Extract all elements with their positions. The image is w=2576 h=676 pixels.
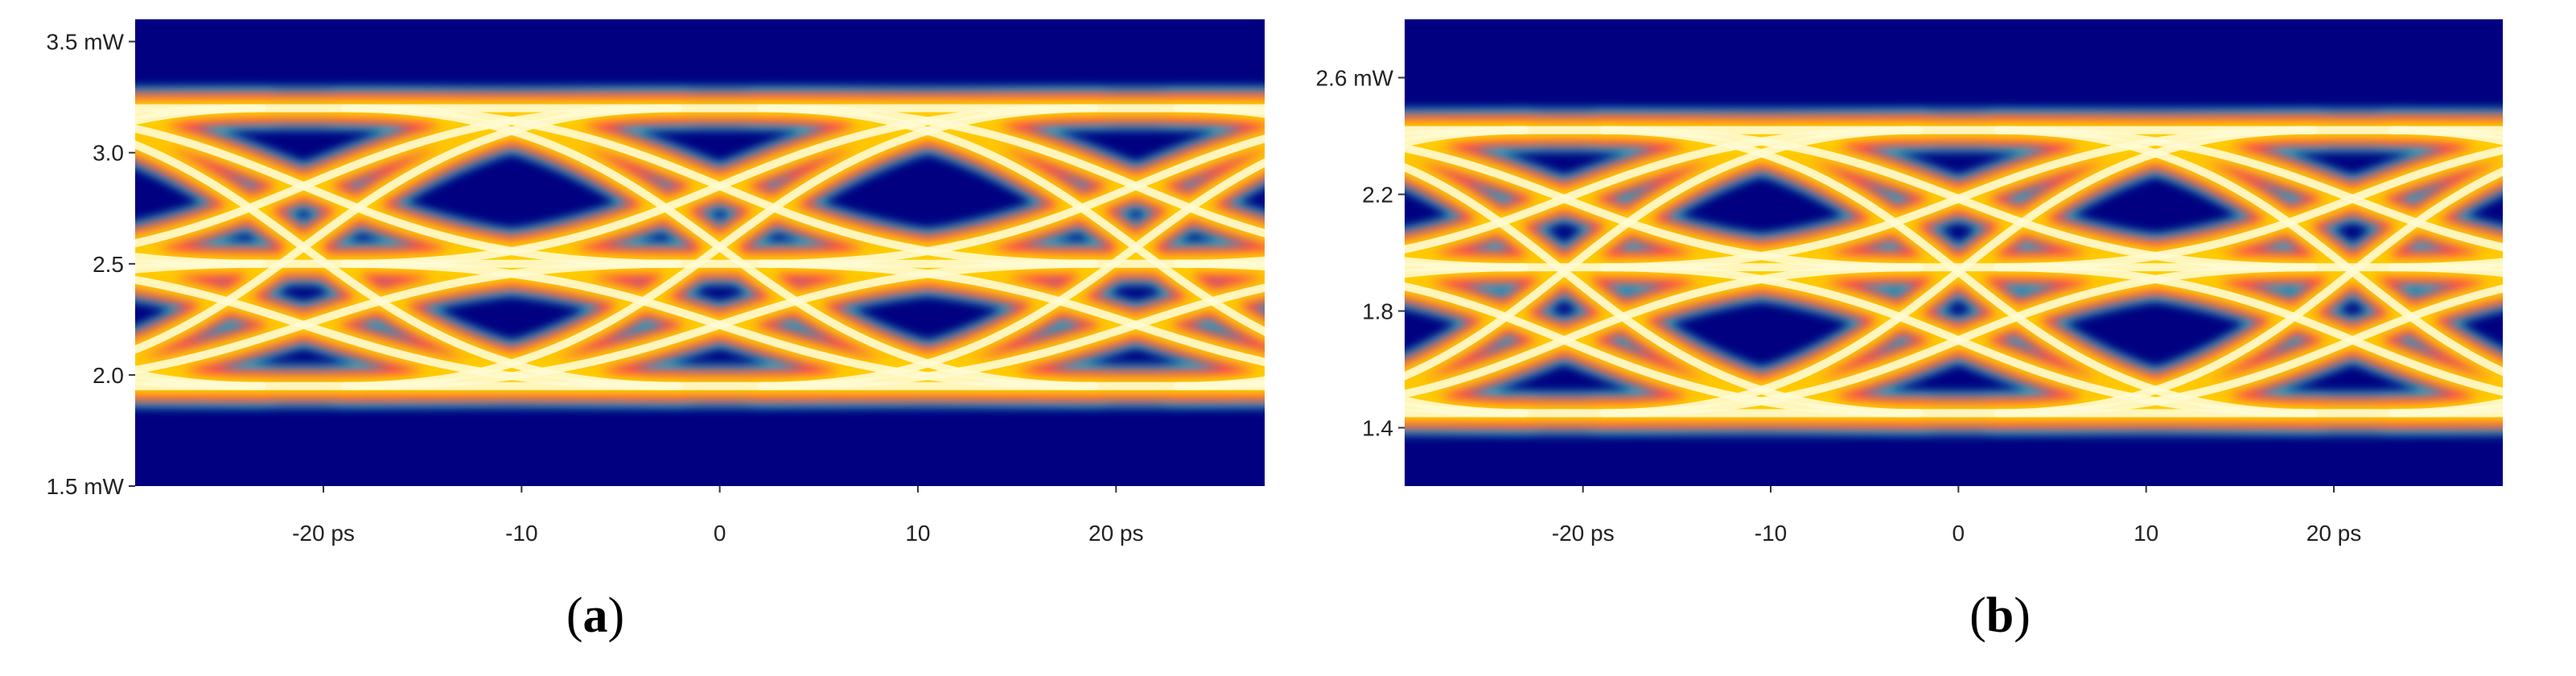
transition-trace [135, 124, 682, 268]
y-tick-label: 3.5 mW [47, 30, 125, 55]
eye-traces [135, 86, 1265, 408]
panel-a-caption: (a) [566, 588, 625, 643]
y-tick-label: 1.8 [1362, 299, 1393, 324]
transition-trace [757, 104, 1265, 336]
x-tick-label: 0 [714, 521, 726, 546]
transition-trace [1405, 282, 1924, 418]
transition-trace [1994, 126, 2503, 252]
trace-layer-3 [135, 104, 1265, 390]
transition-trace [757, 104, 1265, 237]
x-tick-label: 20 ps [2306, 521, 2362, 546]
transition-trace [1994, 126, 2503, 377]
y-tick-label: 2.2 [1362, 183, 1393, 208]
y-tick-label: 1.5 mW [47, 474, 125, 499]
panel-b-caption: (b) [1969, 588, 2031, 643]
trace-layer-3 [1405, 126, 2503, 418]
x-tick-label: -10 [505, 521, 537, 546]
y-tick-label: 3.0 [93, 141, 124, 166]
transition-trace [757, 259, 1265, 366]
y-tick-label: 2.0 [93, 363, 124, 388]
eye-diagram-panel-a: 3.5 mW 3.0 2.5 2.0 1.5 mW -20 ps -10 0 10 20 ps (… [47, 19, 1265, 643]
transition-trace [135, 275, 682, 390]
x-tick-label: -20 ps [1552, 521, 1615, 546]
transition-trace [1599, 126, 2318, 272]
transition-trace [341, 104, 1099, 268]
transition-trace [1405, 144, 1924, 272]
x-tick-label: -10 [1755, 521, 1787, 546]
eye-diagram-a: 3.5 mW 3.0 2.5 2.0 1.5 mW -20 ps -10 0 10 20 ps [47, 19, 1265, 546]
y-tick-label: 1.4 [1362, 416, 1393, 441]
x-tick-label: 10 [2134, 521, 2158, 546]
y-tick-label: 2.5 [93, 252, 124, 277]
x-tick-label: 10 [905, 521, 930, 546]
transition-trace [1994, 263, 2503, 396]
eye-diagram-panel-b: 2.6 mW 2.2 1.8 1.4 -20 ps -10 0 10 20 ps (b) [1288, 0, 2576, 676]
transition-trace [341, 259, 1099, 390]
x-tick-label: -20 ps [292, 521, 355, 546]
eye-traces [1405, 108, 2503, 435]
eye-diagram-b: 2.6 mW 2.2 1.8 1.4 -20 ps -10 0 10 20 ps [1316, 19, 2503, 546]
y-tick-label: 2.6 mW [1316, 66, 1394, 91]
x-tick-label: 0 [1953, 521, 1965, 546]
transition-trace [1599, 263, 2318, 418]
x-tick-label: 20 ps [1088, 521, 1144, 546]
